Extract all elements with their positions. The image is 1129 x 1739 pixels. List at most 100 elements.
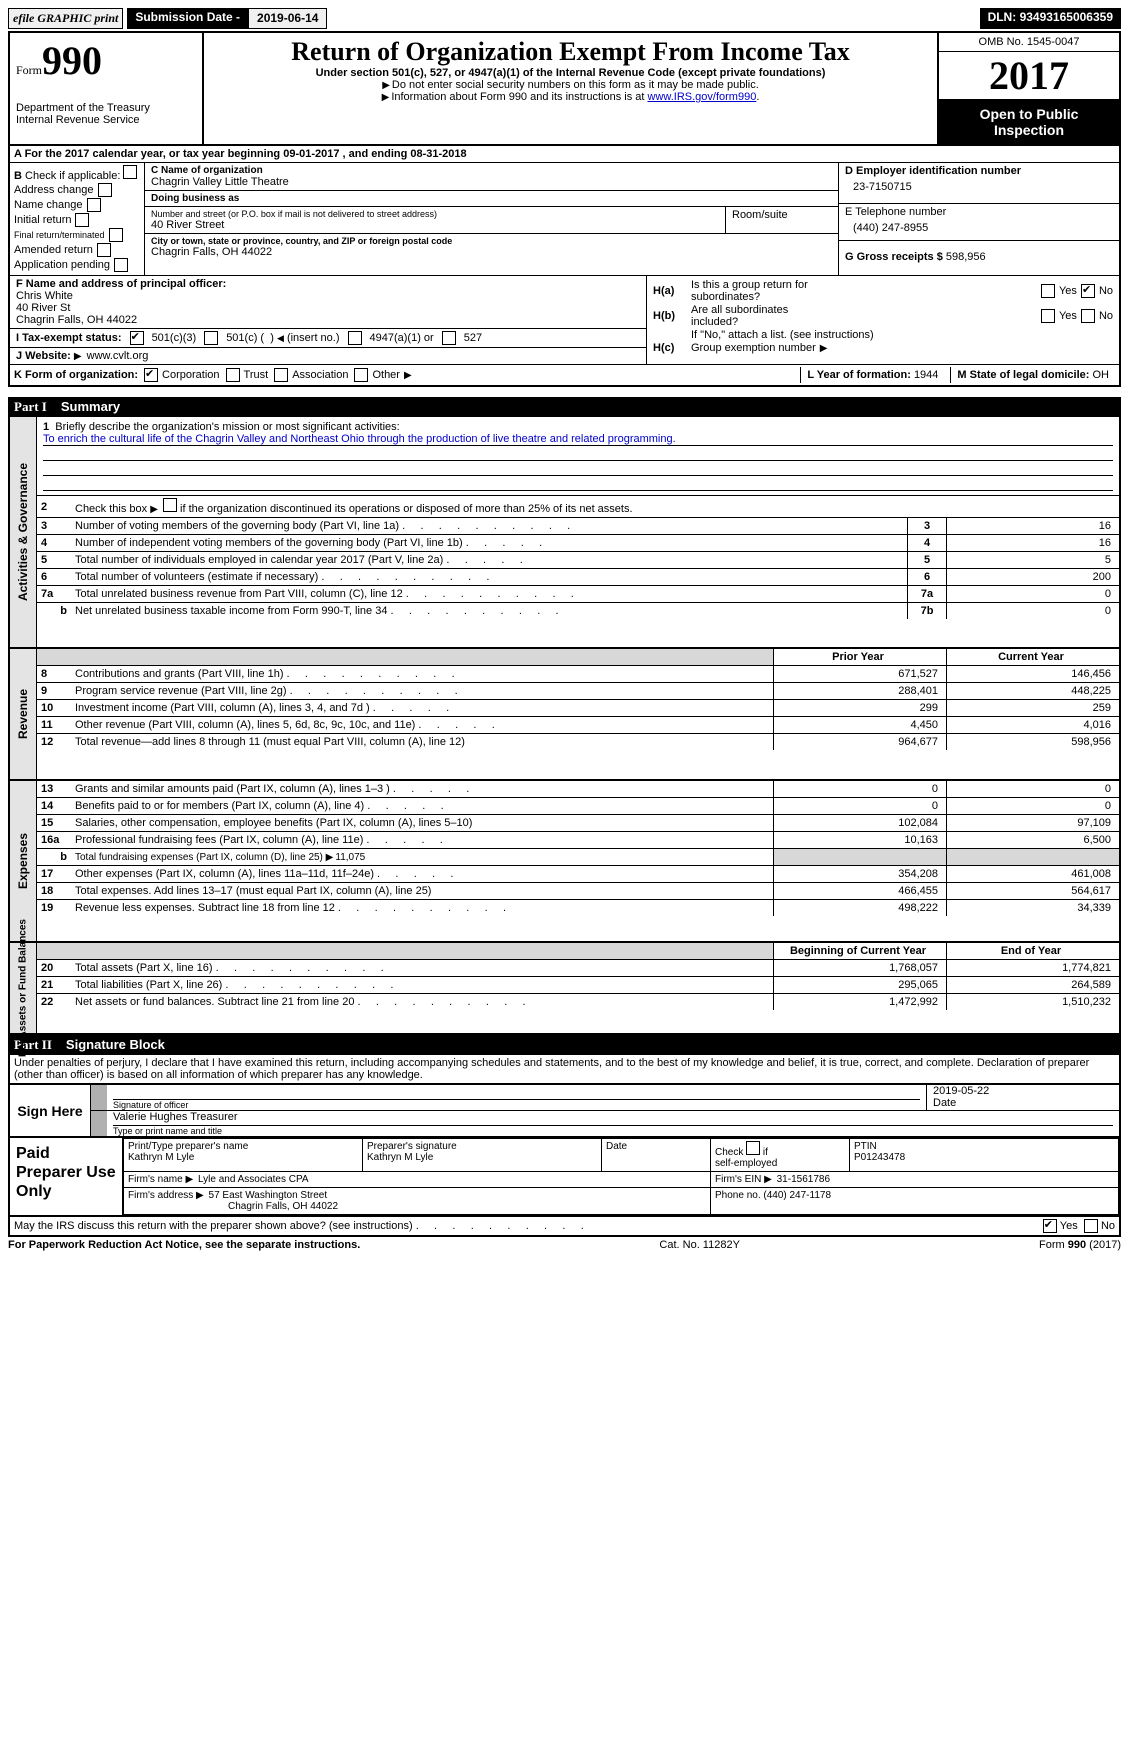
expenses-table: 13Grants and similar amounts paid (Part … <box>37 781 1119 916</box>
form-note-1: Do not enter social security numbers on … <box>210 79 931 91</box>
check-amended[interactable] <box>97 243 111 257</box>
check-501c[interactable] <box>204 331 218 345</box>
footer-mid: Cat. No. 11282Y <box>659 1239 740 1251</box>
hb-tag: H(b) <box>653 310 687 322</box>
k-label: K Form of organization: <box>14 369 138 381</box>
row-j-website: J Website: www.cvlt.org <box>10 348 646 364</box>
p16b-shaded <box>774 849 947 866</box>
check-ha-no[interactable] <box>1081 284 1095 298</box>
label-address-change: Address change <box>14 184 94 196</box>
gross-receipts-label: G Gross receipts $ <box>845 251 946 263</box>
prep-sig-label: Preparer's signature <box>367 1141 597 1152</box>
line-8: Contributions and grants (Part VIII, lin… <box>71 666 774 683</box>
label-yes: Yes <box>1059 285 1077 297</box>
col-deg: D Employer identification number 23-7150… <box>839 163 1119 275</box>
c12: 598,956 <box>947 734 1120 751</box>
irs-link[interactable]: www.IRS.gov/form990 <box>648 91 757 103</box>
label-discuss-yes: Yes <box>1060 1220 1078 1232</box>
check-527[interactable] <box>442 331 456 345</box>
c8: 146,456 <box>947 666 1120 683</box>
form-header: Form990 Department of the Treasury Inter… <box>8 31 1121 146</box>
check-trust[interactable] <box>226 368 240 382</box>
paid-preparer-label: Paid Preparer Use Only <box>10 1138 123 1215</box>
col-c-org-info: C Name of organization Chagrin Valley Li… <box>145 163 839 275</box>
efile-print-button[interactable]: efile GRAPHIC print <box>8 8 123 29</box>
form-title: Return of Organization Exempt From Incom… <box>210 37 931 67</box>
check-hb-yes[interactable] <box>1041 309 1055 323</box>
check-self-employed[interactable] <box>746 1141 760 1155</box>
check-association[interactable] <box>274 368 288 382</box>
col-begin-year: Beginning of Current Year <box>774 943 947 960</box>
phone-value: (440) 247-8955 <box>845 218 1113 238</box>
c10: 259 <box>947 700 1120 717</box>
check-other[interactable] <box>354 368 368 382</box>
firm-ein-cell: Firm's EIN 31-1561786 <box>711 1172 1119 1188</box>
line-12: Total revenue—add lines 8 through 11 (mu… <box>71 734 774 751</box>
line-16a: Professional fundraising fees (Part IX, … <box>71 832 774 849</box>
check-initial-return[interactable] <box>75 213 89 227</box>
prep-self-employed: Check ifself-employed <box>711 1139 850 1172</box>
officer-group-block: F Name and address of principal officer:… <box>8 275 1121 364</box>
check-applicable[interactable] <box>123 165 137 179</box>
check-ha-yes[interactable] <box>1041 284 1055 298</box>
check-discuss-yes[interactable] <box>1043 1219 1057 1233</box>
page-footer: For Paperwork Reduction Act Notice, see … <box>8 1239 1121 1251</box>
header-left: Form990 Department of the Treasury Inter… <box>10 33 204 144</box>
hb-text: Are all subordinatesincluded? <box>691 304 1037 328</box>
label-501c3: 501(c)(3) <box>152 332 197 344</box>
city-value: Chagrin Falls, OH 44022 <box>151 246 832 258</box>
c13: 0 <box>947 781 1120 798</box>
p13: 0 <box>774 781 947 798</box>
p15: 102,084 <box>774 815 947 832</box>
phone-label: E Telephone number <box>845 206 1113 218</box>
ein-label: D Employer identification number <box>845 165 1113 177</box>
col-b-checkboxes: B Check if applicable: Address change Na… <box>10 163 145 275</box>
val-7b: 0 <box>947 603 1120 620</box>
line-20: Total assets (Part X, line 16) <box>71 960 774 977</box>
revenue-table: Prior Year Current Year 8Contributions a… <box>37 649 1119 750</box>
part-1-body: Activities & Governance 1 Briefly descri… <box>8 417 1121 1035</box>
street-label: Number and street (or P.O. box if mail i… <box>151 209 719 219</box>
ha-tag: H(a) <box>653 285 687 297</box>
hc-text: Group exemption number <box>691 342 816 354</box>
label-final-return: Final return/terminated <box>14 230 105 240</box>
line-11: Other revenue (Part VIII, column (A), li… <box>71 717 774 734</box>
check-name-change[interactable] <box>87 198 101 212</box>
side-activities-governance: Activities & Governance <box>10 417 37 647</box>
mission-text: To enrich the cultural life of the Chagr… <box>43 433 1113 446</box>
check-4947[interactable] <box>348 331 362 345</box>
firm-phone-cell: Phone no. (440) 247-1178 <box>711 1188 1119 1215</box>
p21: 295,065 <box>774 977 947 994</box>
firm-name-cell: Firm's name Lyle and Associates CPA <box>124 1172 711 1188</box>
line-3: Number of voting members of the governin… <box>71 518 908 535</box>
check-app-pending[interactable] <box>114 258 128 272</box>
p8: 671,527 <box>774 666 947 683</box>
p22: 1,472,992 <box>774 994 947 1011</box>
preparer-table: Print/Type preparer's nameKathryn M Lyle… <box>123 1138 1119 1215</box>
officer-street: 40 River St <box>16 302 640 314</box>
officer-signature[interactable] <box>113 1085 920 1099</box>
line-10: Investment income (Part VIII, column (A)… <box>71 700 774 717</box>
col-current: Current Year <box>947 649 1120 666</box>
col-prior: Prior Year <box>774 649 947 666</box>
officer-name: Chris White <box>16 290 640 302</box>
footer-right: Form 990 (2017) <box>1039 1239 1121 1251</box>
check-discuss-no[interactable] <box>1084 1219 1098 1233</box>
open-inspection-label: Open to PublicInspection <box>939 100 1119 144</box>
dba-label: Doing business as <box>151 193 832 204</box>
line-19: Revenue less expenses. Subtract line 18 … <box>71 900 774 917</box>
side-net-assets: Net Assets or Fund Balances <box>10 943 37 1033</box>
c9: 448,225 <box>947 683 1120 700</box>
treasury-label: Department of the Treasury <box>16 102 196 114</box>
check-corporation[interactable] <box>144 368 158 382</box>
officer-city: Chagrin Falls, OH 44022 <box>16 314 640 326</box>
check-address-change[interactable] <box>98 183 112 197</box>
hc-tag: H(c) <box>653 342 687 354</box>
check-501c3[interactable] <box>130 331 144 345</box>
gross-receipts-value: 598,956 <box>946 251 986 263</box>
sign-date-label: Date <box>933 1097 1113 1109</box>
check-line-2[interactable] <box>163 498 177 512</box>
check-hb-no[interactable] <box>1081 309 1095 323</box>
ein-value: 23-7150715 <box>845 177 1113 201</box>
check-final-return[interactable] <box>109 228 123 242</box>
